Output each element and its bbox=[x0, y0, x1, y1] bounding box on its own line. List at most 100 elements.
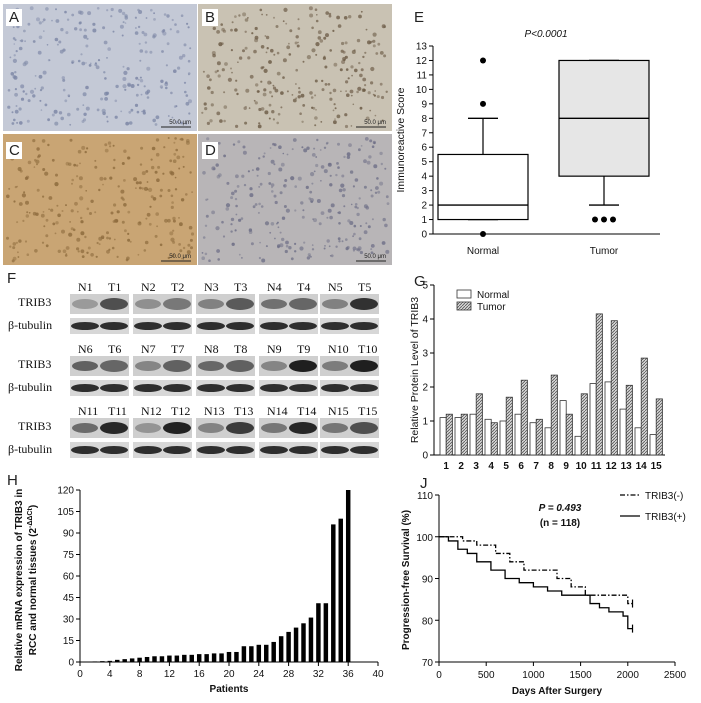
tissue-nucleus bbox=[264, 35, 267, 37]
tissue-nucleus bbox=[332, 29, 335, 32]
blot-strip bbox=[196, 380, 255, 396]
tissue-nucleus bbox=[110, 7, 114, 12]
tissue-nucleus bbox=[106, 120, 109, 123]
tissue-nucleus bbox=[171, 254, 175, 258]
tissue-nucleus bbox=[210, 103, 214, 107]
tissue-nucleus bbox=[36, 188, 40, 192]
tissue-nucleus bbox=[145, 170, 149, 173]
tissue-nucleus bbox=[17, 256, 20, 258]
blot-band bbox=[226, 422, 254, 434]
tissue-nucleus bbox=[42, 168, 46, 171]
tissue-nucleus bbox=[146, 92, 149, 95]
tissue-nucleus bbox=[157, 165, 161, 169]
tissue-nucleus bbox=[265, 245, 268, 248]
tissue-nucleus bbox=[121, 11, 126, 16]
tissue-nucleus bbox=[354, 68, 358, 73]
y-tick-label: 3 bbox=[421, 186, 427, 197]
tissue-nucleus bbox=[309, 255, 312, 258]
lane-label-normal: N12 bbox=[141, 404, 162, 418]
tissue-nucleus bbox=[28, 212, 31, 214]
lane-label-normal: N11 bbox=[78, 404, 98, 418]
lane-label-tumor: T9 bbox=[297, 342, 310, 356]
bar-normal bbox=[574, 435, 582, 456]
tissue-nucleus bbox=[116, 255, 119, 258]
outlier-point bbox=[592, 216, 598, 223]
tissue-nucleus bbox=[13, 43, 16, 45]
tissue-nucleus bbox=[367, 225, 371, 229]
tissue-nucleus bbox=[326, 239, 330, 243]
tissue-nucleus bbox=[248, 107, 251, 109]
tissue-nucleus bbox=[309, 13, 314, 18]
tissue-nucleus bbox=[80, 249, 85, 254]
tissue-nucleus bbox=[38, 21, 42, 25]
tissue-nucleus bbox=[259, 182, 263, 186]
tissue-nucleus bbox=[12, 246, 16, 250]
tissue-nucleus bbox=[175, 105, 178, 108]
tissue-nucleus bbox=[127, 156, 131, 160]
tissue-nucleus bbox=[135, 93, 139, 97]
tissue-nucleus bbox=[177, 66, 181, 70]
tissue-nucleus bbox=[360, 68, 364, 72]
y-tick-label: 120 bbox=[57, 486, 74, 497]
tissue-nucleus bbox=[6, 236, 9, 240]
tissue-nucleus bbox=[96, 241, 99, 245]
blot-band bbox=[226, 384, 254, 392]
tissue-nucleus bbox=[23, 29, 26, 33]
tissue-nucleus bbox=[55, 19, 60, 23]
tissue-nucleus bbox=[105, 91, 110, 96]
blot-band bbox=[163, 446, 191, 454]
y-tick-label: 9 bbox=[421, 99, 427, 110]
tissue-nucleus bbox=[314, 116, 318, 120]
tissue-nucleus bbox=[90, 253, 94, 257]
category-label: Tumor bbox=[590, 246, 619, 257]
x-tick-label: 7 bbox=[533, 461, 539, 472]
tissue-nucleus bbox=[57, 249, 61, 253]
tissue-nucleus bbox=[231, 242, 235, 246]
tissue-nucleus bbox=[254, 101, 258, 105]
tissue-nucleus bbox=[14, 71, 17, 74]
tissue-nucleus bbox=[296, 44, 300, 48]
bar bbox=[211, 653, 217, 662]
tissue-nucleus bbox=[368, 155, 372, 159]
tissue-nucleus bbox=[365, 116, 370, 121]
tissue-nucleus bbox=[55, 173, 58, 177]
y-tick-label: 11 bbox=[417, 70, 428, 81]
tissue-nucleus bbox=[11, 259, 15, 263]
tissue-nucleus bbox=[22, 62, 27, 67]
tissue-nucleus bbox=[86, 37, 89, 40]
tissue-nucleus bbox=[138, 42, 141, 45]
tissue-nucleus bbox=[278, 145, 282, 149]
tissue-nucleus bbox=[39, 89, 43, 92]
tissue-nucleus bbox=[271, 190, 274, 193]
tissue-nucleus bbox=[271, 95, 274, 98]
tissue-nucleus bbox=[110, 211, 114, 215]
tissue-nucleus bbox=[315, 53, 318, 56]
tissue-nucleus bbox=[370, 251, 374, 255]
tissue-nucleus bbox=[207, 86, 211, 90]
tissue-nucleus bbox=[345, 238, 348, 241]
tissue-nucleus bbox=[279, 243, 284, 248]
tissue-nucleus bbox=[65, 246, 70, 250]
tissue-nucleus bbox=[144, 240, 149, 245]
tissue-nucleus bbox=[146, 66, 151, 71]
tissue-nucleus bbox=[11, 111, 14, 114]
tissue-nucleus bbox=[141, 187, 144, 190]
tissue-nucleus bbox=[112, 144, 115, 147]
tissue-nucleus bbox=[171, 201, 174, 204]
tissue-nucleus bbox=[71, 178, 74, 182]
tissue-nucleus bbox=[321, 88, 325, 92]
tissue-nucleus bbox=[261, 13, 263, 16]
blot-strip bbox=[133, 442, 192, 458]
tissue-nucleus bbox=[337, 166, 340, 169]
tissue-nucleus bbox=[341, 194, 346, 198]
tissue-nucleus bbox=[247, 56, 251, 60]
tissue-nucleus bbox=[42, 195, 45, 198]
tissue-nucleus bbox=[306, 55, 311, 60]
tissue-nucleus bbox=[81, 255, 85, 258]
tissue-nucleus bbox=[319, 149, 322, 151]
tissue-nucleus bbox=[43, 225, 46, 228]
tissue-nucleus bbox=[141, 31, 145, 34]
tissue-nucleus bbox=[167, 137, 170, 139]
tissue-nucleus bbox=[272, 118, 275, 121]
tissue-nucleus bbox=[234, 88, 238, 92]
